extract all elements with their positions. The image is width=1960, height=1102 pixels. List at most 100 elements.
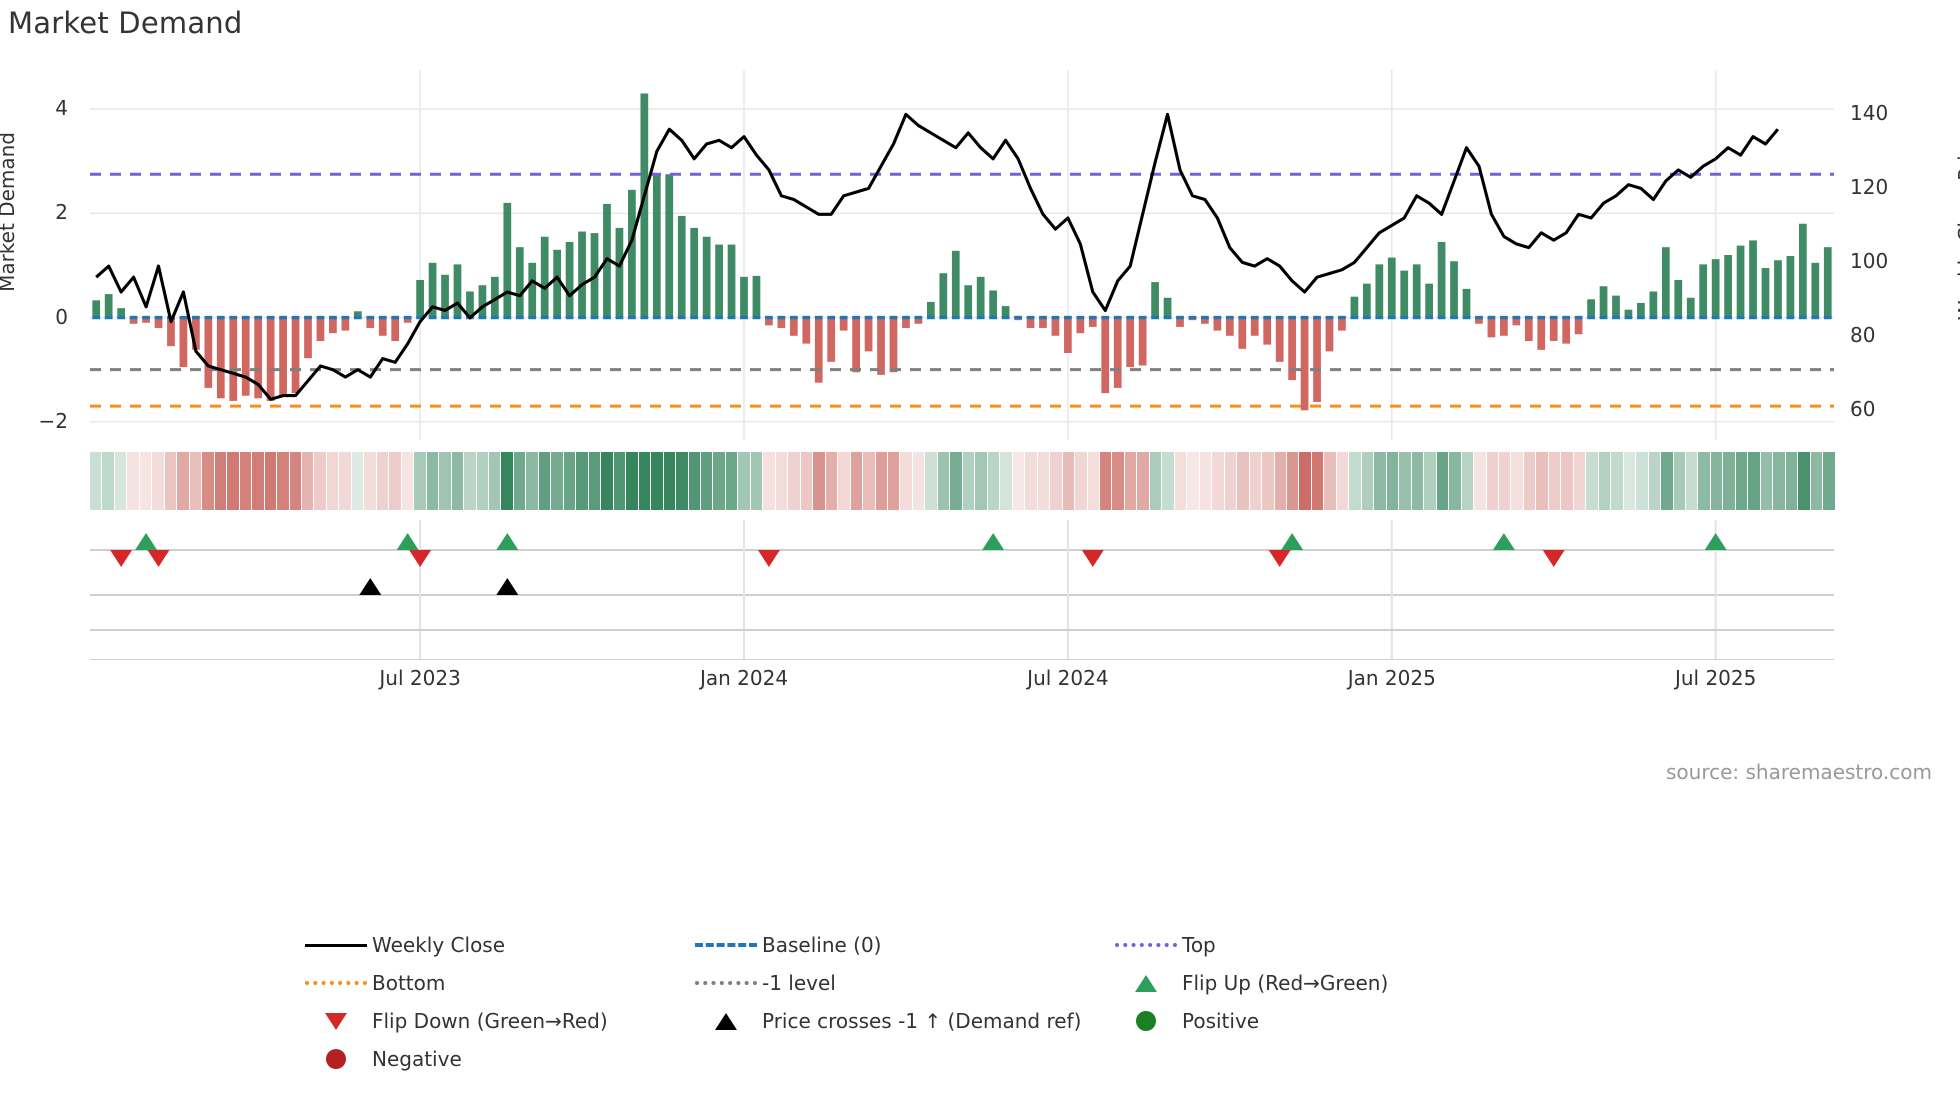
heatmap-cell (750, 452, 763, 510)
heatmap-cell (1710, 452, 1723, 510)
heatmap-cell (1573, 452, 1586, 510)
legend-label: Baseline (0) (762, 933, 882, 957)
flip-down-marker (757, 550, 780, 567)
heatmap-cell (1548, 452, 1561, 510)
legend-item[interactable]: Weekly Close (300, 930, 690, 960)
heatmap-cell (252, 452, 264, 510)
y-axis-right-tick: 140 (1850, 101, 1889, 126)
chart-legend: Weekly Close Baseline (0) Top Bottom -1 leve… (300, 930, 1720, 1074)
y-axis-right-tick: 100 (1850, 249, 1889, 274)
heatmap-cell (626, 452, 638, 510)
heatmap-cell (102, 452, 114, 510)
weekly-close-line-icon (305, 943, 367, 947)
flip-down-marker (110, 550, 133, 567)
y-axis-right-label: Weekly Close Price (1954, 132, 1960, 321)
heatmap-cell (1399, 452, 1411, 510)
heatmap-cell (1623, 452, 1636, 510)
heatmap-cell (1424, 452, 1436, 510)
heatmap-cell (1274, 452, 1286, 510)
price-cross-marker (496, 578, 519, 595)
x-axis-tick: Jan 2024 (699, 666, 789, 690)
heatmap-cell (1686, 452, 1698, 510)
flip-down-marker (409, 550, 432, 567)
heatmap-cell (489, 452, 501, 510)
minus-one-dotted-icon (695, 981, 757, 985)
heatmap-cell (925, 452, 937, 510)
flip-up-marker (1281, 533, 1304, 550)
price-cross-marker (359, 578, 382, 595)
heatmap-cell (1486, 452, 1498, 510)
heatmap-cell (1698, 452, 1710, 510)
heatmap-cell (90, 452, 102, 510)
legend-item[interactable]: Price crosses -1 ↑ (Demand ref) (690, 1006, 1110, 1036)
legend-item[interactable]: Negative (300, 1044, 690, 1074)
heatmap-cell (1511, 452, 1523, 510)
legend-label: Flip Up (Red→Green) (1182, 971, 1389, 995)
heatmap-cell (1237, 452, 1249, 510)
legend-label: Positive (1182, 1009, 1260, 1033)
price-cross-triangle-icon (715, 1012, 737, 1030)
chart-svg (90, 70, 1834, 440)
heatmap-cell (800, 452, 813, 510)
heatmap-cell (676, 452, 688, 510)
heatmap-cell (888, 452, 900, 510)
heatmap-cell (501, 452, 513, 510)
heatmap-cell (1324, 452, 1336, 510)
y-axis-left-tick: −2 (38, 408, 68, 433)
heatmap-cell (588, 452, 601, 510)
heatmap-cell (1823, 452, 1835, 510)
heatmap-cell (376, 452, 389, 510)
heatmap-cell (139, 452, 152, 510)
heatmap-cell (401, 452, 414, 510)
legend-label: Negative (372, 1047, 462, 1071)
heatmap-cell (1735, 452, 1748, 510)
heatmap-cell (464, 452, 476, 510)
heatmap-cell (1000, 452, 1012, 510)
heatmap-cell (1162, 452, 1174, 510)
heatmap-cell (700, 452, 713, 510)
flip-up-marker (1704, 533, 1727, 550)
heatmap-cell (1561, 452, 1573, 510)
legend-item[interactable]: -1 level (690, 968, 1110, 998)
x-axis-tick: Jul 2025 (1674, 666, 1757, 690)
heatmap-cell (1311, 452, 1324, 510)
heatmap-cell (1199, 452, 1212, 510)
heatmap-cell (364, 452, 376, 510)
negative-dot-icon (326, 1049, 346, 1069)
flip-up-marker (135, 533, 158, 550)
heatmap-cell (1461, 452, 1474, 510)
heatmap-cell (1760, 452, 1773, 510)
legend-item[interactable]: Flip Up (Red→Green) (1110, 968, 1530, 998)
legend-item[interactable]: Top (1110, 930, 1530, 960)
heatmap-cell (838, 452, 850, 510)
lower-gridline-panel (90, 590, 1834, 660)
legend-item[interactable]: Baseline (0) (690, 930, 1110, 960)
heatmap-cell (1436, 452, 1449, 510)
y-axis-right-tick: 120 (1850, 175, 1889, 200)
heatmap-cell (725, 452, 738, 510)
legend-item[interactable]: Flip Down (Green→Red) (300, 1006, 690, 1036)
heatmap-cell (1187, 452, 1199, 510)
heatmap-cell (1673, 452, 1685, 510)
legend-item[interactable]: Bottom (300, 968, 690, 998)
heatmap-cell (177, 452, 189, 510)
heatmap-cell (738, 452, 750, 510)
heatmap-cell (912, 452, 925, 510)
heatmap-cell (962, 452, 975, 510)
heatmap-cell (576, 452, 588, 510)
heatmap-cell (763, 452, 775, 510)
heatmap-cell (227, 452, 239, 510)
heatmap-cell (1374, 452, 1386, 510)
heatmap-cell (439, 452, 451, 510)
heatmap-cell (1287, 452, 1299, 510)
heatmap-cell (1012, 452, 1025, 510)
legend-item[interactable]: Positive (1110, 1006, 1530, 1036)
flip-down-triangle-icon (325, 1012, 347, 1030)
heatmap-cell (1112, 452, 1124, 510)
legend-label: Flip Down (Green→Red) (372, 1009, 608, 1033)
heatmap-cell (1449, 452, 1461, 510)
heatmap-cell (1361, 452, 1374, 510)
heatmap-cell (1299, 452, 1311, 510)
y-axis-left-label: Market Demand (0, 132, 19, 292)
baseline-dash-icon (695, 943, 757, 947)
